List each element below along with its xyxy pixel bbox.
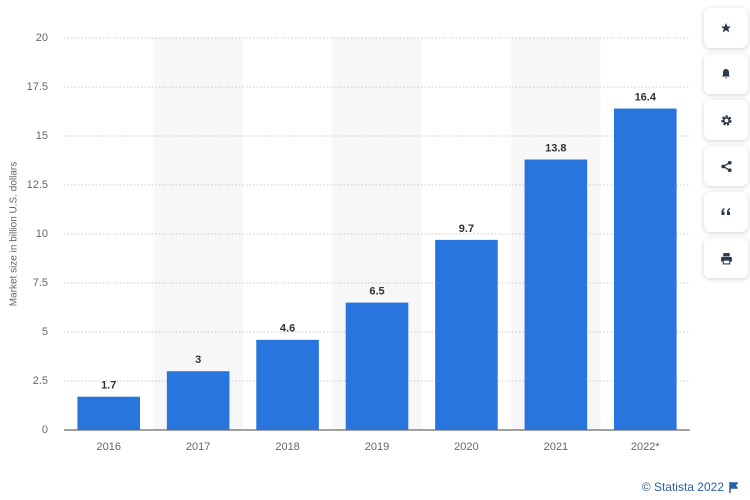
favorite-button[interactable]: [704, 8, 748, 48]
copyright: © Statista 2022: [641, 480, 724, 494]
notification-button[interactable]: [704, 54, 748, 94]
y-tick-label: 17.5: [27, 81, 48, 93]
toolbar: [704, 8, 748, 284]
y-tick-label: 12.5: [27, 179, 48, 191]
y-tick-label: 5: [42, 326, 48, 338]
y-tick-label: 0: [42, 424, 48, 436]
value-label: 3: [195, 354, 201, 366]
value-label: 16.4: [635, 91, 657, 103]
bar: [524, 159, 588, 430]
y-tick-label: 2.5: [33, 375, 48, 387]
bar: [256, 339, 319, 430]
value-label: 6.5: [369, 286, 384, 298]
x-tick-label: 2021: [544, 441, 568, 453]
x-tick-label: 2018: [275, 441, 299, 453]
x-tick-label: 2020: [454, 441, 478, 453]
y-tick-label: 7.5: [33, 277, 48, 289]
print-button[interactable]: [704, 238, 748, 278]
x-tick-label: 2019: [365, 441, 389, 453]
footer: © Statista 2022: [642, 480, 738, 494]
bar: [345, 302, 409, 430]
x-tick-label: 2016: [96, 441, 120, 453]
value-label: 4.6: [280, 323, 295, 335]
bar: [613, 108, 677, 430]
x-tick-label: 2022*: [631, 441, 660, 453]
flag-icon: [729, 481, 738, 493]
y-tick-label: 20: [36, 32, 48, 44]
value-label: 1.7: [101, 380, 116, 392]
y-tick-label: 10: [36, 228, 48, 240]
chart: Market size in billion U.S. dollars 0 2.5…: [9, 32, 690, 453]
settings-button[interactable]: [704, 100, 748, 140]
share-button[interactable]: [704, 146, 748, 186]
bar: [435, 239, 498, 430]
value-label: 13.8: [545, 142, 566, 154]
x-tick-label: 2017: [186, 441, 210, 453]
value-label: 9.7: [459, 223, 474, 235]
bar: [166, 371, 230, 430]
cite-button[interactable]: [704, 192, 748, 232]
bar: [77, 396, 141, 430]
y-tick-label: 15: [36, 130, 48, 142]
y-axis-title: Market size in billion U.S. dollars: [9, 162, 20, 307]
